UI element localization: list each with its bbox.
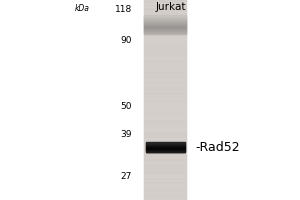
Text: Jurkat: Jurkat [156,2,186,12]
Text: 118: 118 [115,5,132,14]
Text: 50: 50 [121,102,132,111]
Text: kDa: kDa [75,4,90,13]
Text: 90: 90 [121,36,132,45]
Text: 27: 27 [121,172,132,181]
Text: 39: 39 [121,130,132,139]
Text: -Rad52: -Rad52 [195,141,240,154]
